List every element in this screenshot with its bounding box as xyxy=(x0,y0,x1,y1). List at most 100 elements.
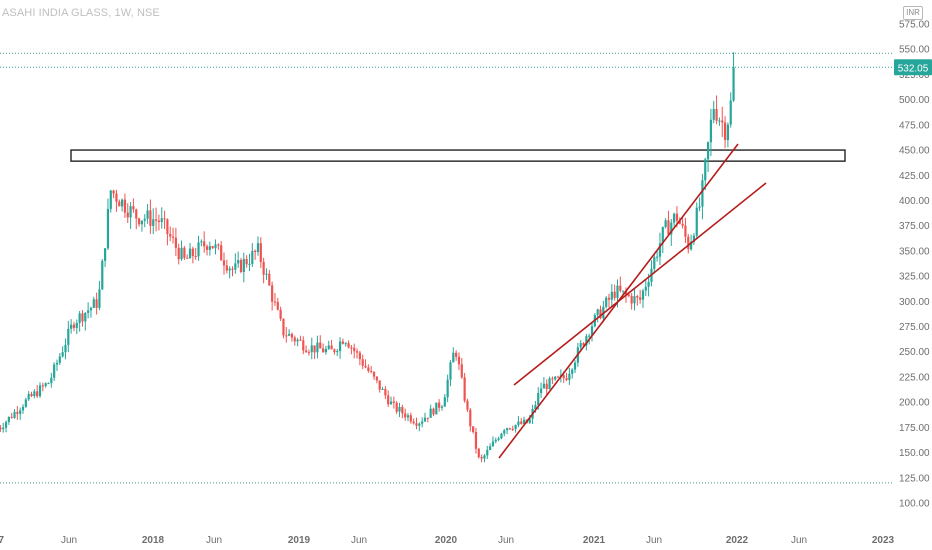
candle xyxy=(109,189,112,213)
candle-body xyxy=(548,378,551,390)
candle xyxy=(508,427,512,430)
candle-body xyxy=(605,297,608,307)
candle xyxy=(344,341,347,347)
candle xyxy=(55,359,59,371)
candle-body xyxy=(415,423,418,426)
candle xyxy=(605,296,608,309)
candle-body xyxy=(517,421,520,425)
candle xyxy=(47,382,50,385)
candle xyxy=(673,212,676,227)
candle-body xyxy=(64,344,67,353)
candle-body xyxy=(585,336,588,346)
y-tick-label: 275.00 xyxy=(899,322,930,333)
y-tick-label: 450.00 xyxy=(899,146,930,157)
candle-body xyxy=(438,402,441,408)
candle-body xyxy=(265,273,268,275)
candle-body xyxy=(285,335,288,337)
candle xyxy=(171,227,175,244)
candle-body xyxy=(378,380,381,390)
time-axis[interactable]: 2017 Jun 2018 Jun 2019 Jun 2020 Jun 2021 Jun 2022 J… xyxy=(0,535,895,546)
candle-body xyxy=(494,439,497,442)
candle xyxy=(239,257,243,274)
candle xyxy=(548,376,551,390)
candle-body xyxy=(613,291,616,298)
candle-body xyxy=(81,313,84,322)
candle-body xyxy=(452,352,455,363)
candle xyxy=(333,348,336,355)
candle xyxy=(466,398,469,413)
candle xyxy=(387,390,390,408)
candle xyxy=(404,408,407,421)
candle-body xyxy=(220,245,223,261)
candle-body xyxy=(539,388,543,393)
y-tick-label: 250.00 xyxy=(899,347,930,358)
y-tick-label: 475.00 xyxy=(899,120,930,131)
candle xyxy=(186,254,189,259)
candle xyxy=(718,117,721,126)
candle-body xyxy=(282,318,285,336)
candle xyxy=(542,377,545,389)
candle xyxy=(636,294,639,306)
candle xyxy=(305,345,308,353)
candle-body xyxy=(522,419,526,424)
candle-body xyxy=(644,286,647,291)
candle xyxy=(276,297,279,311)
candle-body xyxy=(384,388,387,396)
candle xyxy=(653,254,656,274)
candle-body xyxy=(271,285,274,302)
candle-body xyxy=(305,350,308,353)
candle xyxy=(95,292,98,315)
candle xyxy=(505,427,509,435)
candle xyxy=(293,335,296,346)
candle xyxy=(106,198,110,251)
candle xyxy=(656,251,659,262)
candle-body xyxy=(508,428,512,430)
y-tick-label: 100.00 xyxy=(899,499,930,510)
candle xyxy=(104,247,107,267)
candle xyxy=(299,335,302,342)
candle-body xyxy=(279,309,282,319)
candle xyxy=(723,116,727,149)
candle xyxy=(520,417,523,425)
candle-body xyxy=(273,301,277,303)
candle-body xyxy=(237,260,240,264)
candle xyxy=(53,362,56,381)
candle-body xyxy=(534,405,537,410)
candle-body xyxy=(87,310,90,313)
candle-body xyxy=(406,415,410,418)
candle xyxy=(0,424,2,433)
candle-body xyxy=(497,438,500,440)
x-tick-label: Jun xyxy=(646,535,662,546)
candle xyxy=(590,322,594,342)
candle xyxy=(692,233,696,245)
candle xyxy=(474,427,478,454)
candle-body xyxy=(480,457,483,459)
candle xyxy=(463,372,466,403)
candle-body xyxy=(21,406,25,411)
candle xyxy=(290,332,294,342)
candle xyxy=(285,327,288,343)
candle xyxy=(160,207,163,229)
candle-body xyxy=(364,365,367,368)
candle-body xyxy=(211,246,214,249)
price-axis[interactable]: 575.00 550.00 525.00 500.00 475.00 450.00 425.… xyxy=(899,20,930,510)
candle-body xyxy=(474,431,478,449)
candle xyxy=(341,338,345,345)
candle xyxy=(254,249,257,260)
currency-button[interactable]: INR xyxy=(903,6,923,20)
candle-body xyxy=(106,208,110,249)
candle xyxy=(491,436,495,447)
candle-body xyxy=(633,296,636,304)
candle xyxy=(101,259,104,290)
candle-body xyxy=(191,248,194,257)
candle xyxy=(639,289,642,304)
candle-body xyxy=(520,421,523,424)
candle-body xyxy=(704,159,707,181)
candle xyxy=(208,241,211,256)
candle xyxy=(92,296,95,309)
x-tick-label: Jun xyxy=(351,535,367,546)
candle-body xyxy=(723,122,727,141)
candle xyxy=(732,52,735,102)
candle-body xyxy=(171,236,175,238)
